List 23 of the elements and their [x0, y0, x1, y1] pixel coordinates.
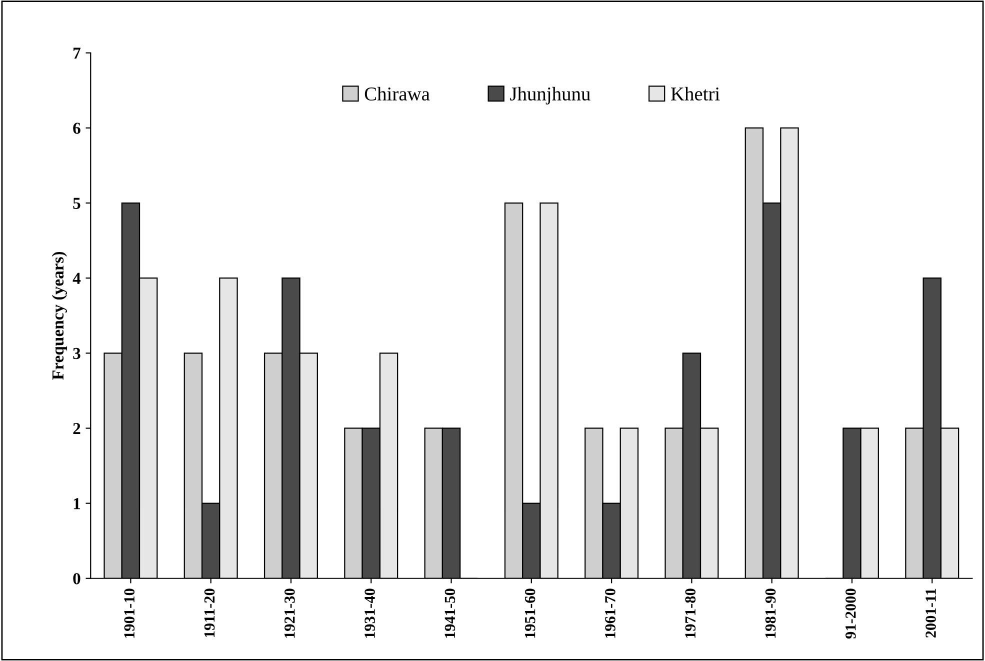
x-tick-label: 1951-60 [524, 588, 536, 638]
x-tick-label: 1961-70 [605, 588, 616, 638]
y-tick-label: 1 [74, 498, 80, 510]
x-tick-label: 1971-80 [685, 588, 696, 638]
x-tick-label: 1911-20 [204, 588, 215, 637]
x-tick-label: 2001-11 [926, 588, 936, 638]
legend-label: Jhunjhunu [510, 86, 590, 104]
y-tick-label: 5 [73, 198, 80, 209]
y-tick-label: 0 [73, 573, 80, 584]
x-tick-label: 1931-40 [364, 588, 375, 638]
y-tick-label: 6 [73, 122, 80, 134]
x-tick-label: 1981-90 [765, 588, 776, 638]
x-tick-label: 1901-10 [124, 588, 135, 638]
y-tick-label: 3 [73, 348, 80, 360]
legend-label: Chirawa [364, 86, 430, 101]
legend-label: Khetri [670, 86, 720, 101]
x-tick-label: 1921-30 [284, 588, 295, 638]
x-tick-label: 91-2000 [845, 588, 856, 639]
y-axis-title: Frequency (years) [52, 252, 68, 380]
y-tick-label: 7 [74, 48, 80, 59]
x-tick-label: 1941-50 [444, 588, 456, 638]
y-tick-label: 4 [72, 272, 81, 284]
y-tick-label: 2 [73, 422, 80, 434]
